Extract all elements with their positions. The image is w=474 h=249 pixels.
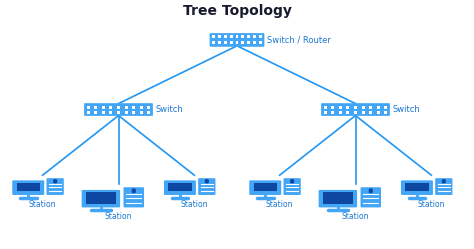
FancyBboxPatch shape xyxy=(283,178,301,195)
Bar xyxy=(323,192,353,204)
Bar xyxy=(168,183,191,191)
Bar xyxy=(102,111,105,114)
Circle shape xyxy=(205,180,208,181)
Bar xyxy=(331,111,334,114)
Bar xyxy=(339,106,342,109)
Bar xyxy=(384,111,387,114)
Text: Station: Station xyxy=(266,200,293,209)
FancyBboxPatch shape xyxy=(319,190,357,207)
FancyBboxPatch shape xyxy=(198,178,216,195)
FancyBboxPatch shape xyxy=(46,178,64,195)
Bar xyxy=(331,106,334,109)
Bar xyxy=(109,111,112,114)
Bar xyxy=(125,111,128,114)
Circle shape xyxy=(205,181,208,183)
Bar xyxy=(140,106,143,109)
Bar xyxy=(230,35,233,38)
Bar xyxy=(241,41,244,44)
Circle shape xyxy=(442,180,445,181)
Bar xyxy=(224,35,227,38)
FancyBboxPatch shape xyxy=(12,180,44,195)
Bar xyxy=(140,111,143,114)
Bar xyxy=(247,35,250,38)
Text: Switch / Router: Switch / Router xyxy=(267,35,331,44)
Bar xyxy=(132,106,135,109)
Bar xyxy=(362,111,365,114)
Bar xyxy=(247,41,250,44)
Text: Switch: Switch xyxy=(155,105,183,114)
Circle shape xyxy=(132,189,135,190)
Circle shape xyxy=(291,180,293,181)
Circle shape xyxy=(132,191,135,192)
Bar xyxy=(259,41,262,44)
Bar xyxy=(253,35,256,38)
Bar xyxy=(147,106,150,109)
Circle shape xyxy=(291,181,293,183)
Bar xyxy=(125,106,128,109)
Text: Station: Station xyxy=(29,200,56,209)
Bar xyxy=(354,106,357,109)
Bar xyxy=(236,35,238,38)
Bar xyxy=(254,183,277,191)
Bar xyxy=(94,106,97,109)
FancyBboxPatch shape xyxy=(361,187,381,207)
Text: Station: Station xyxy=(418,200,445,209)
Bar xyxy=(86,192,116,204)
Bar xyxy=(212,41,215,44)
Bar xyxy=(102,106,105,109)
FancyBboxPatch shape xyxy=(210,33,264,46)
Text: Station: Station xyxy=(181,200,208,209)
Bar xyxy=(384,106,387,109)
Bar xyxy=(377,106,380,109)
Circle shape xyxy=(54,180,56,181)
Bar xyxy=(253,41,256,44)
Bar xyxy=(324,106,327,109)
FancyBboxPatch shape xyxy=(82,190,120,207)
FancyBboxPatch shape xyxy=(164,180,196,195)
Text: Tree Topology: Tree Topology xyxy=(182,4,292,18)
Bar xyxy=(212,35,215,38)
Circle shape xyxy=(54,181,56,183)
Bar xyxy=(236,41,238,44)
Bar xyxy=(346,106,349,109)
Bar xyxy=(17,183,40,191)
Bar xyxy=(218,35,221,38)
Bar xyxy=(147,111,150,114)
Bar xyxy=(369,106,372,109)
Bar xyxy=(94,111,97,114)
Circle shape xyxy=(369,189,372,190)
Bar xyxy=(369,111,372,114)
Bar xyxy=(377,111,380,114)
FancyBboxPatch shape xyxy=(401,180,433,195)
Bar xyxy=(109,106,112,109)
FancyBboxPatch shape xyxy=(124,187,144,207)
Bar xyxy=(87,106,90,109)
Bar xyxy=(259,35,262,38)
Bar xyxy=(241,35,244,38)
Bar xyxy=(117,106,120,109)
Bar xyxy=(405,183,428,191)
Bar xyxy=(346,111,349,114)
Bar xyxy=(117,111,120,114)
Bar xyxy=(324,111,327,114)
Bar xyxy=(224,41,227,44)
FancyBboxPatch shape xyxy=(84,104,153,116)
Bar xyxy=(339,111,342,114)
Bar xyxy=(218,41,221,44)
Bar xyxy=(362,106,365,109)
Bar xyxy=(87,111,90,114)
Text: Switch: Switch xyxy=(392,105,420,114)
Bar xyxy=(132,111,135,114)
Bar xyxy=(354,111,357,114)
FancyBboxPatch shape xyxy=(435,178,453,195)
FancyBboxPatch shape xyxy=(249,180,281,195)
Bar xyxy=(230,41,233,44)
Circle shape xyxy=(369,191,372,192)
Circle shape xyxy=(442,181,445,183)
Text: Station: Station xyxy=(105,212,132,221)
Text: Station: Station xyxy=(342,212,369,221)
FancyBboxPatch shape xyxy=(321,104,390,116)
